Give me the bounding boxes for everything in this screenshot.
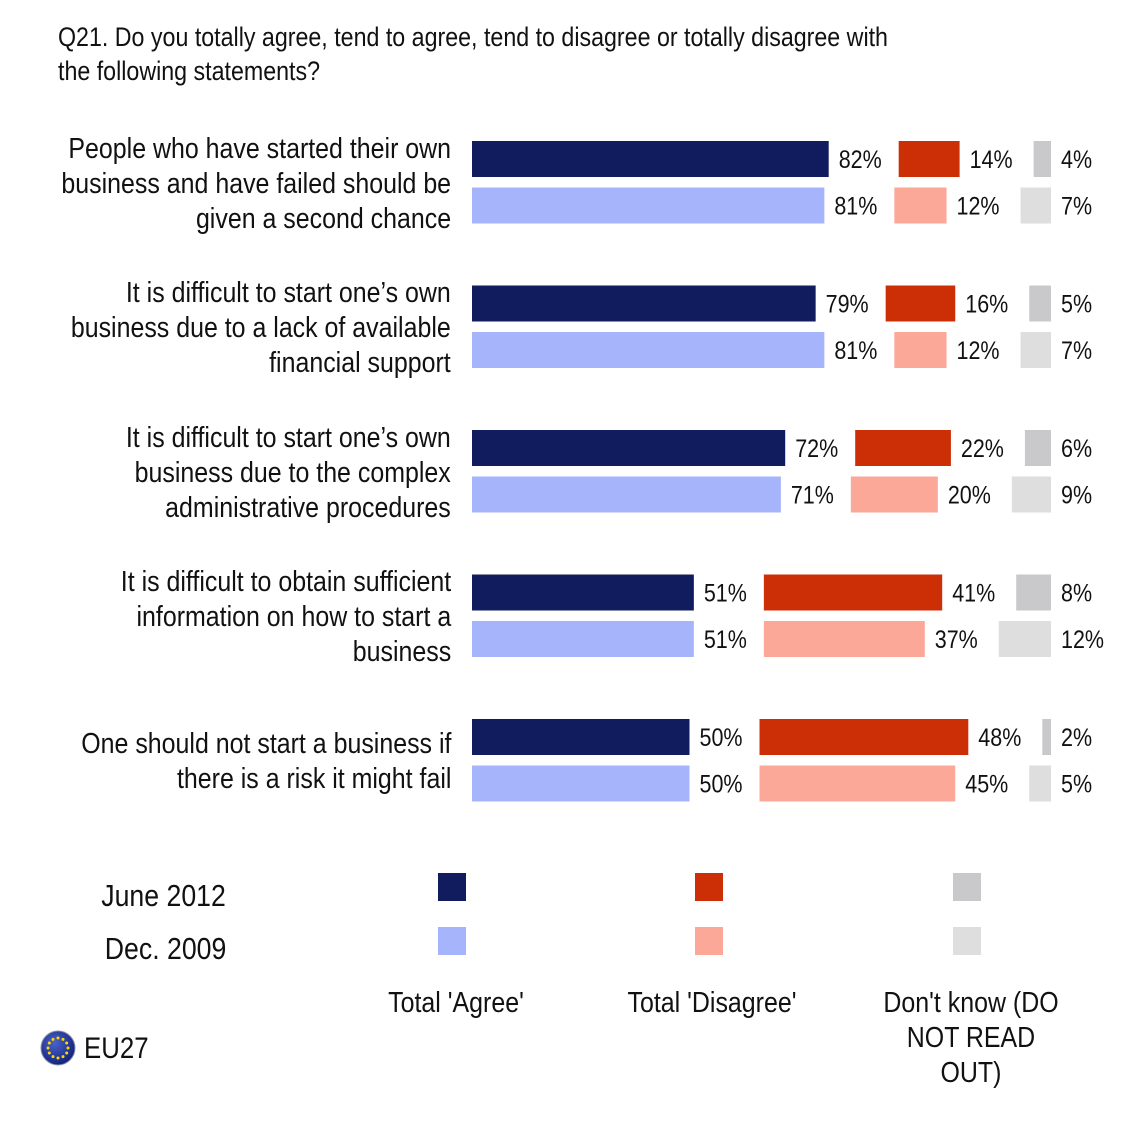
statement-line: there is a risk it might fail (176, 763, 451, 796)
legend-category-dont-know: Don't know (DO NOT READ OUT) (883, 987, 1059, 1089)
legend-row-june-2012: June 2012 (101, 878, 226, 913)
bar-dont-know-2012-4 (1042, 719, 1051, 755)
value-agree-2012-4: 50% (699, 723, 742, 751)
bar-disagree-2012-2 (855, 430, 951, 466)
statement-line: administrative procedures (165, 491, 451, 524)
statement-label-2: It is difficult to start one’s own busine… (126, 421, 451, 526)
statement-line: information on how to start a (136, 601, 451, 634)
value-dont-know-2009-2: 9% (1061, 481, 1092, 509)
bar-disagree-2009-0 (894, 187, 947, 224)
value-agree-2012-2: 72% (795, 434, 838, 462)
statement-line: business due to a lack of available (71, 312, 451, 345)
value-agree-2009-0: 81% (834, 192, 877, 220)
value-disagree-2009-2: 20% (948, 481, 991, 509)
bar-dont-know-2012-1 (1029, 285, 1051, 322)
value-agree-2012-3: 51% (704, 579, 747, 607)
value-disagree-2009-0: 12% (957, 192, 1000, 220)
bar-disagree-2009-4 (759, 765, 956, 802)
legend-row-dec-2009: Dec. 2009 (104, 931, 226, 966)
statement-line: financial support (269, 347, 451, 380)
value-agree-2012-0: 82% (839, 145, 882, 173)
value-disagree-2012-1: 16% (965, 290, 1008, 318)
value-disagree-2012-3: 41% (952, 579, 995, 607)
value-dont-know-2009-1: 7% (1061, 336, 1092, 364)
statement-label-1: It is difficult to start one’s own busine… (71, 276, 451, 381)
value-dont-know-2012-0: 4% (1061, 145, 1092, 173)
value-dont-know-2012-1: 5% (1061, 290, 1092, 318)
bar-dont-know-2009-4 (1029, 765, 1051, 802)
legend-swatch-agree-2012 (438, 873, 466, 901)
bar-agree-2009-2 (472, 476, 781, 513)
bar-dont-know-2012-0 (1033, 141, 1051, 177)
statement-line: It is difficult to obtain sufficient (120, 566, 451, 599)
statement-label-3: It is difficult to obtain sufficient info… (121, 565, 451, 670)
value-agree-2009-4: 50% (699, 770, 742, 798)
legend-swatch-dk-2009 (953, 927, 981, 955)
value-agree-2009-1: 81% (834, 336, 877, 364)
bar-agree-2012-1 (472, 285, 816, 322)
value-dont-know-2012-4: 2% (1061, 723, 1092, 751)
bar-disagree-2009-3 (763, 621, 925, 657)
bar-dont-know-2012-2 (1024, 430, 1051, 466)
value-disagree-2012-4: 48% (978, 723, 1021, 751)
bar-disagree-2009-2 (850, 476, 938, 513)
bar-disagree-2009-1 (894, 332, 947, 368)
value-dont-know-2009-4: 5% (1061, 770, 1092, 798)
bar-disagree-2012-0 (898, 141, 960, 177)
bar-agree-2009-1 (472, 332, 825, 368)
value-dont-know-2009-3: 12% (1061, 625, 1104, 653)
bar-dont-know-2009-1 (1020, 332, 1051, 368)
legend-category-agree: Total 'Agree' (388, 987, 524, 1019)
question-title: Q21. Do you totally agree, tend to agree… (58, 22, 888, 86)
legend-category-disagree: Total 'Disagree' (627, 987, 797, 1019)
bar-dont-know-2009-0 (1020, 187, 1051, 224)
statement-line: business due to the complex (134, 456, 452, 489)
statement-label-0: People who have started their own busines… (61, 132, 451, 237)
value-dont-know-2012-2: 6% (1061, 434, 1092, 462)
statement-line: business and have failed should be (61, 167, 451, 200)
statement-line: People who have started their own (68, 132, 451, 165)
legend-swatch-disagree-2012 (695, 873, 723, 901)
value-disagree-2009-3: 37% (935, 625, 978, 653)
value-disagree-2012-2: 22% (961, 434, 1004, 462)
bar-dont-know-2009-2 (1011, 476, 1051, 513)
value-disagree-2009-4: 45% (965, 770, 1008, 798)
bar-disagree-2012-4 (759, 719, 969, 755)
eu-flag-icon (40, 1030, 76, 1066)
statement-line: It is difficult to start one’s own (126, 277, 451, 310)
statement-line: given a second chance (195, 202, 451, 235)
statement-label-4: One should not start a business if there … (81, 727, 451, 797)
bar-dont-know-2012-3 (1016, 574, 1051, 611)
bar-agree-2009-3 (472, 621, 694, 657)
bar-agree-2009-0 (472, 187, 825, 224)
value-agree-2009-3: 51% (704, 625, 747, 653)
value-agree-2012-1: 79% (826, 290, 869, 318)
statement-line: business (352, 636, 451, 669)
value-dont-know-2009-0: 7% (1061, 192, 1092, 220)
legend-swatch-agree-2009 (438, 927, 466, 955)
value-disagree-2012-0: 14% (970, 145, 1013, 173)
bar-agree-2012-4 (472, 719, 690, 755)
bar-agree-2012-2 (472, 430, 786, 466)
statement-line: One should not start a business if (80, 728, 451, 761)
bar-disagree-2012-3 (763, 574, 943, 611)
value-agree-2009-2: 71% (791, 481, 834, 509)
legend-swatch-disagree-2009 (695, 927, 723, 955)
statement-line: It is difficult to start one’s own (126, 421, 451, 454)
legend-swatch-dk-2012 (953, 873, 981, 901)
bar-agree-2009-4 (472, 765, 690, 802)
bar-agree-2012-0 (472, 141, 829, 177)
value-dont-know-2012-3: 8% (1061, 579, 1092, 607)
value-disagree-2009-1: 12% (957, 336, 1000, 364)
region-label: EU27 (84, 1032, 149, 1065)
bar-disagree-2012-1 (885, 285, 956, 322)
bar-agree-2012-3 (472, 574, 694, 611)
bar-dont-know-2009-3 (998, 621, 1051, 657)
